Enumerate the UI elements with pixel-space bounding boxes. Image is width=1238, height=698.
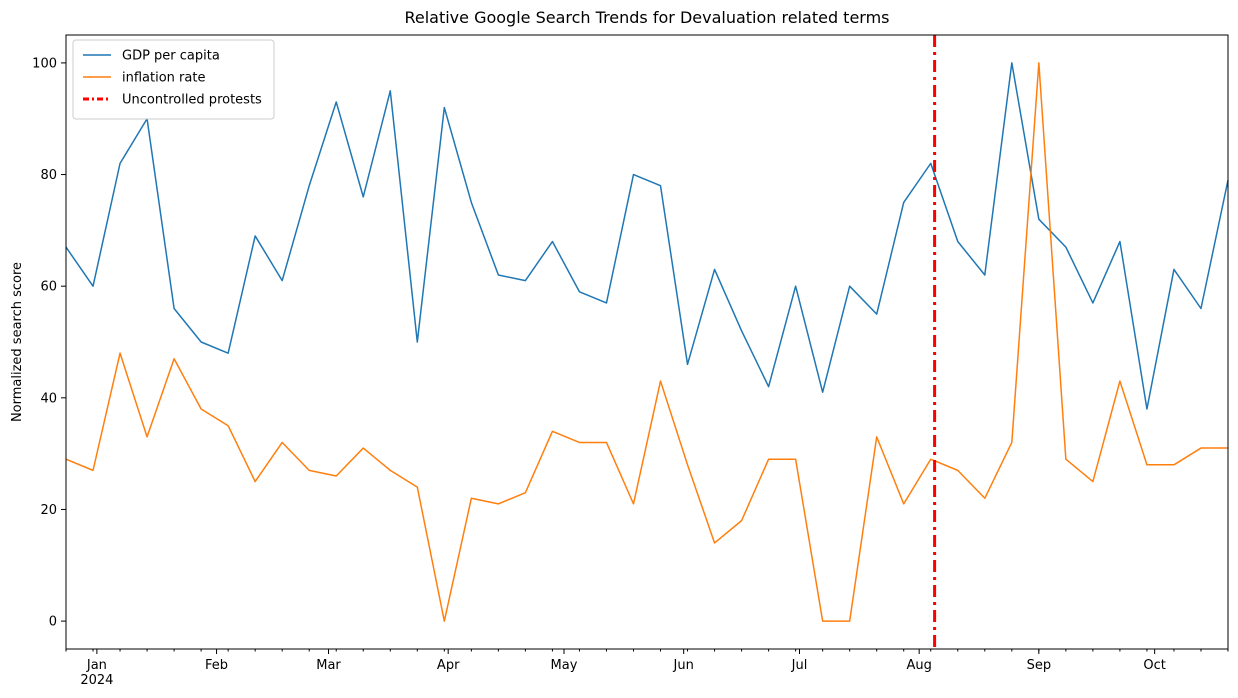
chart-title: Relative Google Search Trends for Devalu…	[404, 8, 889, 27]
x-tick-label: Feb	[205, 658, 228, 673]
legend-box	[72, 39, 275, 120]
x-tick-label: Aug	[906, 658, 931, 673]
x-tick-label: Sep	[1027, 658, 1052, 673]
x-tick-label: Jan	[86, 658, 107, 673]
x-tick-year-label: 2024	[80, 673, 113, 688]
x-tick-label: May	[551, 658, 578, 673]
y-tick-label: 100	[32, 56, 57, 71]
x-tick-label: Jul	[791, 658, 808, 673]
plot-area	[65, 35, 1229, 649]
y-tick-label: 40	[40, 391, 57, 406]
legend-label: Uncontrolled protests	[122, 93, 262, 108]
series-line-2	[65, 62, 1228, 622]
legend-label: inflation rate	[122, 71, 205, 86]
y-axis-label: Normalized search score	[10, 262, 25, 422]
x-tick-label: Apr	[437, 658, 460, 673]
x-tick-label: Mar	[316, 658, 341, 673]
plot-frame	[65, 34, 1229, 650]
legend: GDP per capita inflation rate Uncontrolled…	[72, 39, 275, 120]
y-tick-label: 20	[40, 503, 57, 518]
x-tick-label: Oct	[1143, 658, 1165, 673]
y-tick-label: 80	[40, 168, 57, 183]
legend-label: GDP per capita	[122, 49, 220, 64]
series-line-1	[65, 62, 1229, 410]
y-tick-label: 60	[40, 280, 57, 295]
x-tick-label: Jun	[673, 658, 694, 673]
y-tick-label: 0	[49, 615, 57, 630]
